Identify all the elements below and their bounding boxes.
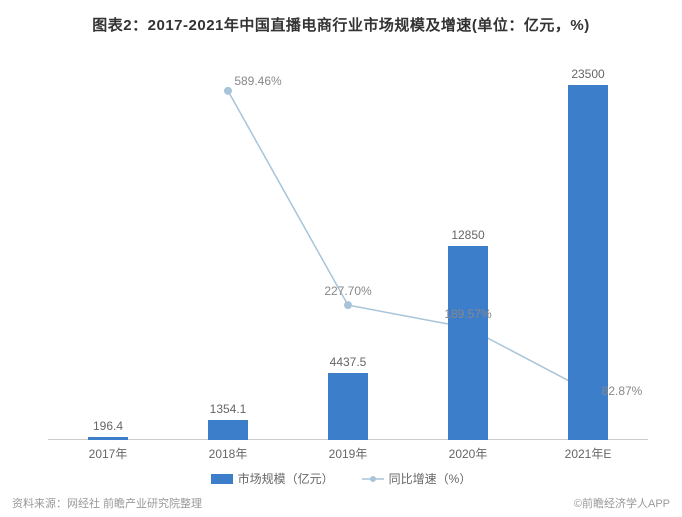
chart-title: 图表2：2017-2021年中国直播电商行业市场规模及增速(单位：亿元，%) [0,0,682,35]
bar-value-label: 12850 [451,228,484,242]
source-text: 资料来源：网经社 前瞻产业研究院整理 [12,495,202,511]
growth-line [228,91,588,391]
chart-container: 图表2：2017-2021年中国直播电商行业市场规模及增速(单位：亿元，%) 1… [0,0,682,517]
plot-area: 196.42017年1354.12018年4437.52019年12850202… [48,55,648,440]
line-value-label: 82.87% [602,384,643,398]
legend-text: 市场规模（亿元） [238,470,334,487]
x-axis-label: 2019年 [329,445,368,462]
footer: 资料来源：网经社 前瞻产业研究院整理 ©前瞻经济学人APP [12,495,670,511]
legend-item: 同比增速（%） [362,470,472,487]
legend-bar-swatch [211,474,233,484]
legend-text: 同比增速（%） [389,470,472,487]
bar-value-label: 23500 [571,67,604,81]
x-axis-label: 2021年E [565,445,612,462]
line-marker [344,301,352,309]
x-axis-label: 2020年 [449,445,488,462]
legend: 市场规模（亿元） 同比增速（%） [0,470,682,487]
legend-item: 市场规模（亿元） [211,470,334,487]
bar-value-label: 4437.5 [330,355,367,369]
x-axis-label: 2018年 [209,445,248,462]
line-value-label: 189.57% [444,307,491,321]
bar [88,437,128,440]
line-value-label: 589.46% [234,74,281,88]
bar [328,373,368,440]
bar [448,246,488,440]
bar-value-label: 196.4 [93,419,123,433]
bar-value-label: 1354.1 [210,402,247,416]
copyright-text: ©前瞻经济学人APP [574,495,670,511]
line-value-label: 227.70% [324,284,371,298]
bar [208,420,248,440]
line-marker [224,87,232,95]
x-axis-label: 2017年 [89,445,128,462]
legend-line-swatch [362,474,384,484]
